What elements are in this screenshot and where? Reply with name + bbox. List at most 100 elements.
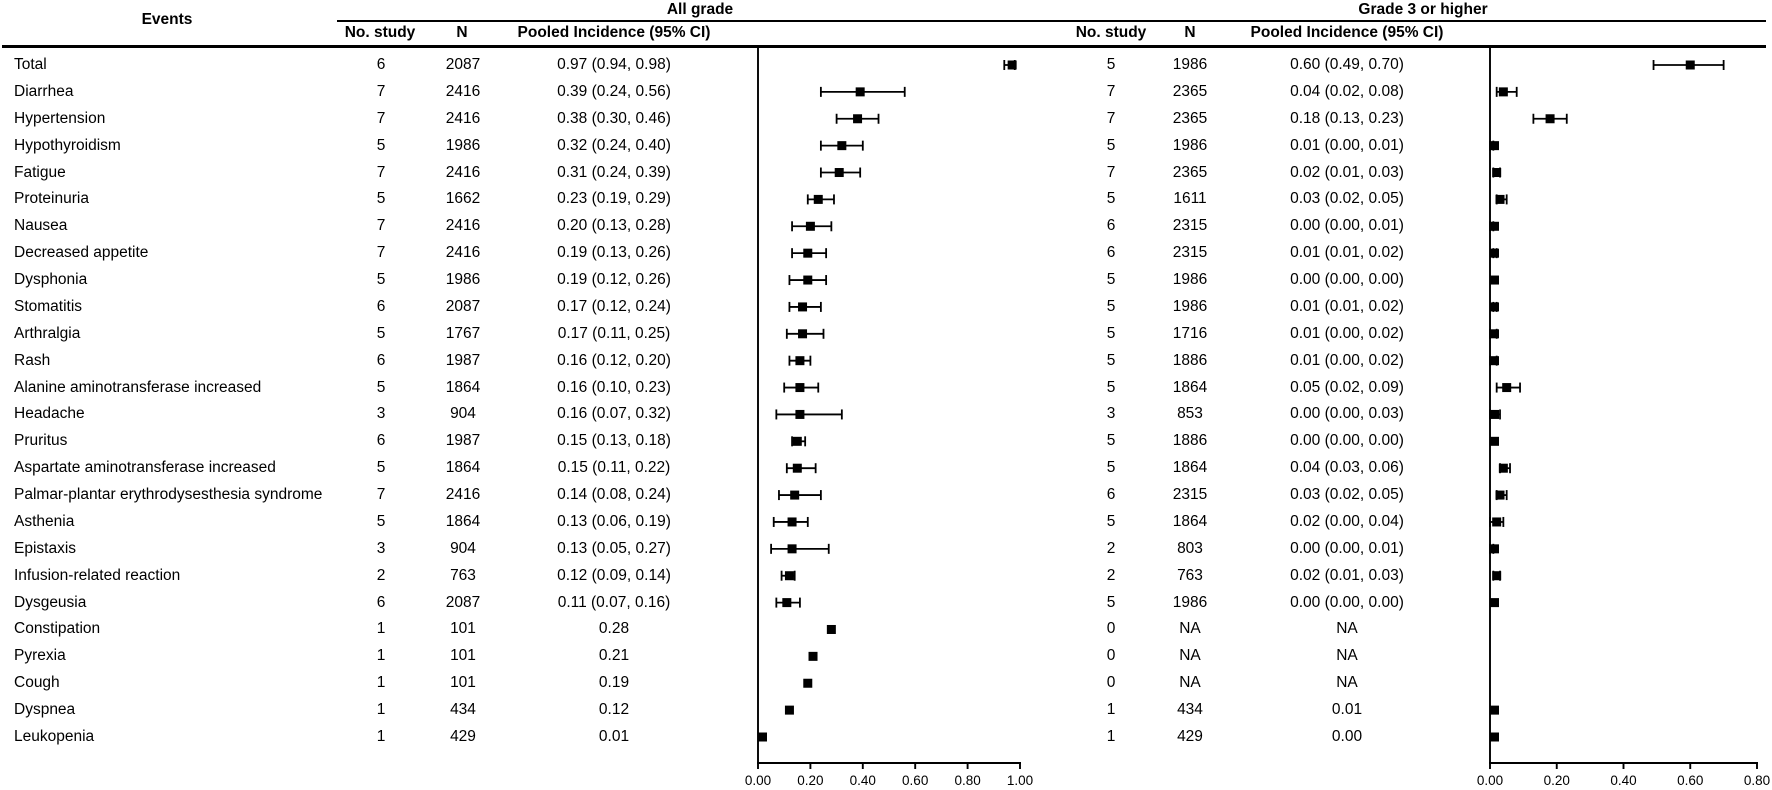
grade3-n-value: NA xyxy=(1179,620,1201,638)
grade3-n-value: 2315 xyxy=(1172,244,1208,262)
axis-tick-label: 0.60 xyxy=(1677,773,1703,788)
event-row-label: Infusion-related reaction xyxy=(14,566,181,584)
axis-tick-label: 0.20 xyxy=(1544,773,1570,788)
all-grade-pooled-incidence-value: 0.17 (0.12, 0.24) xyxy=(557,297,671,315)
event-row-label: Rash xyxy=(14,351,51,369)
all-grade-no-study-value: 1 xyxy=(376,620,386,638)
event-row-label: Palmar-plantar erythrodysesthesia syndro… xyxy=(14,486,323,504)
all-grade-pooled-incidence-value: 0.19 (0.12, 0.26) xyxy=(557,271,671,289)
point-estimate-marker xyxy=(803,678,813,688)
grade3-n-value: 1864 xyxy=(1172,512,1208,530)
point-estimate-marker xyxy=(784,571,794,581)
all-grade-pooled-incidence-value: 0.17 (0.11, 0.25) xyxy=(557,324,671,342)
point-estimate-marker xyxy=(1490,275,1499,285)
grade3-no-study-value: 7 xyxy=(1106,163,1116,181)
all-grade-pooled-incidence-value: 0.15 (0.13, 0.18) xyxy=(557,432,671,450)
all-grade-pooled-incidence-value: 0.12 xyxy=(598,701,630,719)
all-grade-n-value: 1662 xyxy=(445,190,481,208)
grade3-n-value: 853 xyxy=(1177,405,1203,423)
grade3-pooled-incidence-value: 0.04 (0.02, 0.08) xyxy=(1290,82,1404,100)
grade3-n-value: 2365 xyxy=(1172,109,1208,127)
grade3-n-value: 1986 xyxy=(1172,297,1208,315)
all-grade-n-value: 429 xyxy=(450,728,476,745)
point-estimate-marker xyxy=(787,517,797,527)
grade3-pooled-incidence-value: NA xyxy=(1336,674,1358,692)
point-estimate-marker xyxy=(1492,168,1502,178)
all-grade-no-study-value: 5 xyxy=(376,512,386,530)
event-row-label: Pyrexia xyxy=(14,647,66,665)
grade3-pooled-incidence-value: 0.01 (0.00, 0.02) xyxy=(1290,351,1404,369)
grade3-no-study-value: 7 xyxy=(1106,82,1116,100)
grade3-n-value: 434 xyxy=(1177,701,1203,719)
point-estimate-marker xyxy=(1495,490,1505,500)
all-grade-no-study-value: 1 xyxy=(376,728,386,745)
event-row-label: Decreased appetite xyxy=(14,244,149,262)
all-grade-n-value: 1864 xyxy=(445,378,481,396)
all-grade-pooled-incidence-value: 0.38 (0.30, 0.46) xyxy=(557,109,671,127)
grade3-no-study-value: 2 xyxy=(1106,539,1116,557)
grade3-no-study-value: 5 xyxy=(1106,432,1116,450)
all-grade-pooled-incidence-value: 0.32 (0.24, 0.40) xyxy=(557,136,671,154)
point-estimate-marker xyxy=(790,490,800,500)
grade3-n-value: 1886 xyxy=(1172,432,1208,450)
axis-tick-label: 0.80 xyxy=(954,773,980,788)
grade3-n-header: N xyxy=(1184,24,1196,41)
grade3-pooled-incidence-value: 0.03 (0.02, 0.05) xyxy=(1290,486,1404,504)
event-row-label: Arthralgia xyxy=(14,324,81,342)
all-grade-n-value: 1986 xyxy=(445,271,481,289)
all-grade-no-study-value: 6 xyxy=(376,351,386,369)
grade3-no-study-value: 5 xyxy=(1106,324,1116,342)
all-grade-n-value: 1767 xyxy=(445,324,481,342)
point-estimate-marker xyxy=(1490,544,1499,554)
grade3-no-study-value: 2 xyxy=(1106,566,1116,584)
all-grade-no-study-value: 7 xyxy=(376,109,386,127)
grade3-no-study-value: 5 xyxy=(1106,271,1116,289)
all-grade-pooled-incidence-value: 0.97 (0.94, 0.98) xyxy=(557,56,671,73)
point-estimate-marker xyxy=(1490,248,1499,258)
all-grade-no-study-value: 7 xyxy=(376,486,386,504)
event-row-label: Stomatitis xyxy=(14,297,83,315)
grade3-no-study-value: 5 xyxy=(1106,136,1116,154)
all-grade-pooled-incidence-value: 0.16 (0.12, 0.20) xyxy=(557,351,671,369)
point-estimate-marker xyxy=(1490,705,1499,715)
grade3-n-value: 1986 xyxy=(1172,593,1208,611)
grade3-n-value: 1716 xyxy=(1172,324,1208,342)
grade3-no-study-value: 0 xyxy=(1106,674,1116,692)
axis-tick-label: 0.60 xyxy=(902,773,928,788)
grade3-pooled-incidence-value: 0.02 (0.00, 0.04) xyxy=(1290,512,1404,530)
point-estimate-marker xyxy=(1498,463,1508,473)
all-grade-no-study-value: 5 xyxy=(376,459,386,477)
all-grade-n-value: 2416 xyxy=(445,244,481,262)
all-grade-n-header: N xyxy=(456,24,468,41)
grade3-pooled-incidence-value: 0.05 (0.02, 0.09) xyxy=(1290,378,1404,396)
grade3-no-study-value: 1 xyxy=(1106,701,1116,719)
all-grade-n-value: 1987 xyxy=(445,432,481,450)
all-grade-no-study-value: 6 xyxy=(376,593,386,611)
event-row-label: Cough xyxy=(14,674,60,692)
all-grade-no-study-value: 1 xyxy=(376,701,386,719)
all-grade-pooled-incidence-value: 0.12 (0.09, 0.14) xyxy=(557,566,671,584)
point-estimate-marker xyxy=(795,409,805,419)
all-grade-n-value: 1864 xyxy=(445,512,481,530)
grade3-no-study-value: 1 xyxy=(1106,728,1116,745)
grade3-pooled-incidence-value: 0.04 (0.03, 0.06) xyxy=(1290,459,1404,477)
point-estimate-marker xyxy=(1498,87,1508,97)
point-estimate-marker xyxy=(826,624,836,634)
grade3-pooled-incidence-value: 0.18 (0.13, 0.23) xyxy=(1290,109,1404,127)
point-estimate-marker xyxy=(1007,60,1017,70)
all-grade-pooled-incidence-value: 0.31 (0.24, 0.39) xyxy=(557,163,671,181)
header-divider-rule xyxy=(2,45,1766,48)
all-grade-no-study-value: 2 xyxy=(376,566,386,584)
axis-tick-label: 0.00 xyxy=(1477,773,1503,788)
point-estimate-marker xyxy=(1545,114,1555,124)
all-grade-pooled-incidence-header: Pooled Incidence (95% CI) xyxy=(517,24,711,41)
grade3-n-value: 763 xyxy=(1177,566,1203,584)
axis-tick-label: 1.00 xyxy=(1007,773,1033,788)
grade3-pooled-incidence-value: 0.01 (0.01, 0.02) xyxy=(1290,244,1404,262)
grade3-n-value: 1864 xyxy=(1172,459,1208,477)
grade3-no-study-value: 5 xyxy=(1106,351,1116,369)
all-grade-no-study-value: 3 xyxy=(376,539,386,557)
grade3-pooled-incidence-value: 0.00 (0.00, 0.00) xyxy=(1290,432,1404,450)
all-grade-no-study-value: 1 xyxy=(376,674,386,692)
all-grade-no-study-value: 5 xyxy=(376,378,386,396)
